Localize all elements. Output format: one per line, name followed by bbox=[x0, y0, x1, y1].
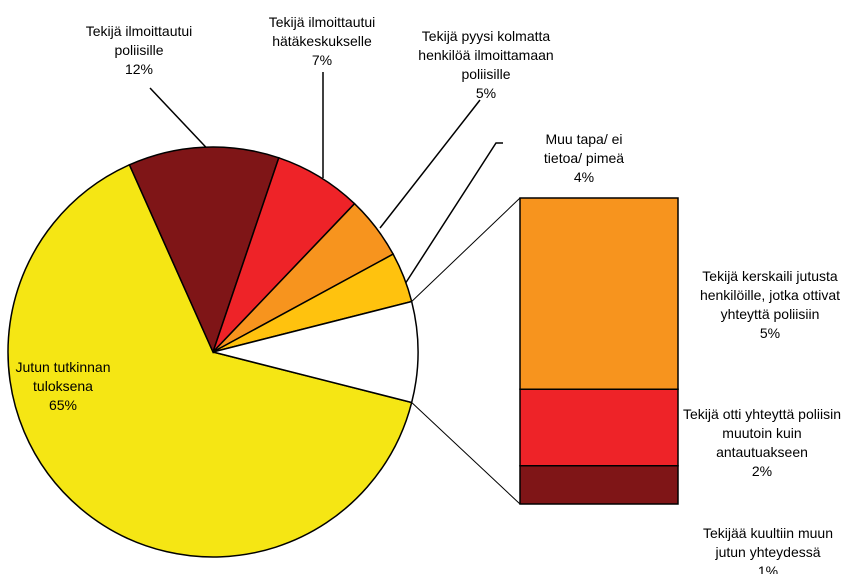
pie-slice bbox=[7, 163, 413, 558]
bar-segment bbox=[519, 388, 679, 467]
connector bbox=[411, 402, 521, 505]
slice-label: Muu tapa/ ei tietoa/ pimeä 4% bbox=[529, 130, 639, 187]
label-value: 5% bbox=[759, 325, 781, 341]
connector bbox=[411, 197, 521, 302]
bar-segment bbox=[519, 465, 679, 505]
slice-label: Jutun tutkinnan tuloksena 65% bbox=[3, 358, 123, 415]
label-value: 2% bbox=[751, 463, 773, 479]
pie-slice bbox=[128, 146, 280, 355]
slice-label: Tekijää kuultiin muun jutun yhteydessä 1% bbox=[693, 524, 843, 574]
label-name: Tekijää kuultiin muun jutun yhteydessä bbox=[703, 525, 833, 560]
label-name: Tekijä ilmoittautui hätäkeskukselle bbox=[268, 14, 376, 49]
slice-label: Tekijä pyysi kolmatta henkilöä ilmoittam… bbox=[411, 27, 561, 103]
label-value: 4% bbox=[573, 169, 595, 185]
label-value: 12% bbox=[124, 61, 154, 77]
label-name: Jutun tutkinnan tuloksena bbox=[15, 359, 111, 394]
slice-label: Tekijä ilmoittautui hätäkeskukselle 7% bbox=[267, 13, 377, 70]
slice-label: Tekijä otti yhteyttä poliisin muutoin ku… bbox=[677, 405, 847, 481]
label-value: 1% bbox=[757, 563, 779, 574]
leader-line bbox=[404, 142, 503, 285]
slice-label: Tekijä kerskaili jutusta henkilöille, jo… bbox=[690, 267, 850, 343]
leader-line bbox=[379, 99, 481, 229]
label-name: Tekijä ilmoittautui poliisille bbox=[85, 23, 193, 58]
label-value: 65% bbox=[48, 397, 78, 413]
label-value: 5% bbox=[475, 85, 497, 101]
bar-segment bbox=[519, 197, 679, 390]
label-value: 7% bbox=[311, 52, 333, 68]
slice-label: Tekijä ilmoittautui poliisille 12% bbox=[79, 22, 199, 79]
pie-slice bbox=[212, 300, 419, 404]
label-name: Tekijä otti yhteyttä poliisin muutoin ku… bbox=[683, 406, 841, 460]
label-name: Tekijä pyysi kolmatta henkilöä ilmoittam… bbox=[418, 28, 554, 82]
label-name: Tekijä kerskaili jutusta henkilöille, jo… bbox=[699, 268, 841, 322]
label-name: Muu tapa/ ei tietoa/ pimeä bbox=[543, 131, 625, 166]
